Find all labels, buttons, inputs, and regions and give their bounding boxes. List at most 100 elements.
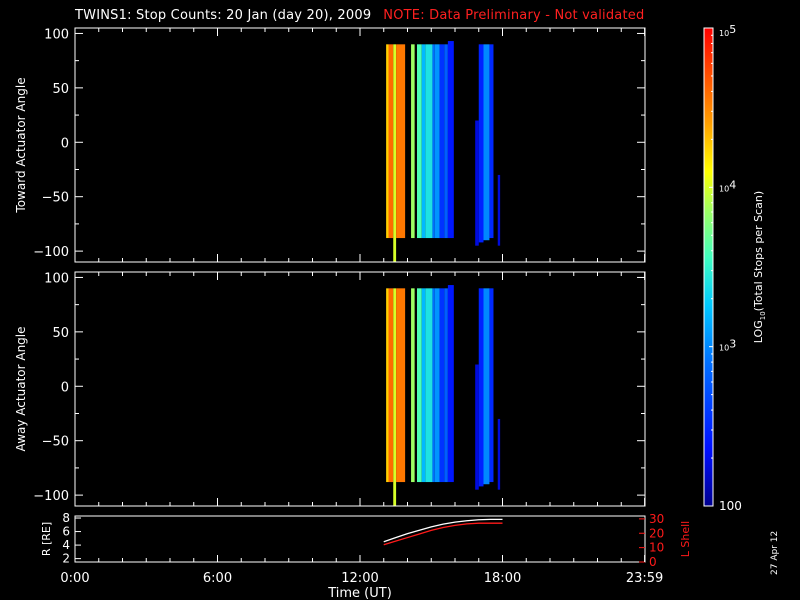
away-ytick-label: 0 [61,380,69,395]
orbit-y2tick-label: 30 [649,512,664,526]
toward-heatmap-band [475,120,479,246]
toward-angle-panel: 100 50 0 −50 −100 Toward Actuator Angle [14,27,646,263]
preliminary-note: NOTE: Data Preliminary - Not validated [383,8,645,23]
toward-ylabel: Toward Actuator Angle [14,77,28,213]
colorbar-tick-label: 104 [719,178,736,193]
colorbar-tick-base: 10 [719,344,729,353]
toward-heatmap-band [388,44,394,239]
toward-ytick-label: −100 [33,245,69,260]
away-heatmap-band [386,288,389,483]
colorbar-tick-label: 100 [719,499,742,513]
away-heatmap-band [417,288,422,483]
away-heatmap-band [483,288,490,485]
toward-heatmap-band [432,44,435,239]
away-heatmap-band [396,288,406,483]
orbit-y2tick-label: 0 [649,555,657,569]
away-heatmap-marks [386,285,501,506]
toward-ytick-label: 100 [44,27,69,42]
away-heatmap-band [475,364,479,490]
x-tick-label: 0:00 [60,571,89,586]
away-heatmap-band [434,288,440,483]
away-heatmap-band [478,288,484,487]
x-tick-label: 18:00 [484,571,521,586]
toward-heatmap-band [396,44,406,239]
toward-heatmap-band [478,44,484,243]
orbit-ytick-label: 2 [62,552,70,566]
r-distance-line [383,518,503,543]
away-heatmap-band [444,288,448,483]
toward-ytick-label: 0 [61,136,69,151]
away-heatmap-band [421,288,426,483]
toward-heatmap-band [425,44,433,239]
colorbar-tick-base: 10 [719,29,729,38]
x-tick-label: 12:00 [341,571,378,586]
toward-heatmap-band [489,44,494,239]
away-heatmap-band [447,285,454,483]
x-axis-label: Time (UT) [327,586,392,600]
colorbar-label: LOG10(Total Stops per Scan) [752,191,767,343]
toward-heatmap-band [444,44,448,239]
away-heatmap-band [497,418,501,490]
away-ylabel: Away Actuator Angle [14,326,28,451]
toward-heatmap-band [411,44,415,239]
away-heatmap-band [393,288,397,506]
toward-heatmap-band [393,44,397,263]
away-heatmap-band [425,288,433,483]
away-panel-frame [74,271,646,507]
x-tick-label: 23:59 [626,571,663,586]
colorbar-tick-exp: 3 [729,338,736,351]
chart-title-main: TWINS1: Stop Counts: 20 Jan (day 20), 20… [75,8,372,23]
toward-heatmap-band [497,174,501,246]
orbit-line-marks [383,518,503,546]
away-heatmap-band [489,288,494,483]
toward-heatmap-band [439,44,445,239]
orbit-y2tick-label: 20 [649,526,664,540]
colorbar-label-log: LOG [752,320,765,343]
date-stamp: 27 Apr 12 [770,530,780,575]
colorbar-tick-exp: 5 [729,23,736,36]
away-heatmap-band [388,288,394,483]
orbit-y2label: L Shell [679,521,692,557]
x-tick-label: 6:00 [203,571,232,586]
colorbar-tick-base: 100 [719,499,742,513]
colorbar-gradient [703,27,714,507]
toward-heatmap-band [447,41,454,239]
toward-ytick-label: 50 [52,82,69,97]
toward-panel-frame [74,27,646,263]
orbit-ytick-label: 6 [62,525,70,539]
colorbar-tick-base: 10 [719,184,729,193]
colorbar-tick-exp: 4 [729,178,736,191]
orbit-ytick-label: 8 [62,511,70,525]
orbit-y2tick-label: 10 [649,541,664,555]
away-axes: 100 50 0 −50 −100 [33,271,646,506]
away-angle-panel: 100 50 0 −50 −100 Away Actuator Angle [14,271,646,507]
colorbar-tick-label: 105 [719,23,736,38]
toward-heatmap-marks [386,41,501,263]
chart-title: TWINS1: Stop Counts: 20 Jan (day 20), 20… [75,8,644,23]
orbit-ylabel: R [RE] [40,522,53,556]
away-heatmap-band [411,288,415,483]
away-ytick-label: 50 [52,326,69,341]
toward-heatmap-band [417,44,422,239]
colorbar-label-rest: (Total Stops per Scan) [752,191,765,312]
away-ytick-label: 100 [44,271,69,286]
toward-heatmap-band [483,44,490,241]
toward-axes: 100 50 0 −50 −100 [33,27,646,262]
away-heatmap-band [439,288,445,483]
orbit-ylabel-text: R [RE] [40,522,53,556]
colorbar-label-sub: 10 [759,311,767,320]
toward-heatmap-band [386,44,389,239]
l-shell-line [383,522,503,546]
toward-heatmap-band [421,44,426,239]
toward-ytick-label: −50 [42,191,69,206]
orbit-ytick-label: 4 [62,538,70,552]
away-ytick-label: −100 [33,489,69,504]
away-heatmap-band [432,288,435,483]
away-ytick-label: −50 [42,435,69,450]
toward-heatmap-band [434,44,440,239]
